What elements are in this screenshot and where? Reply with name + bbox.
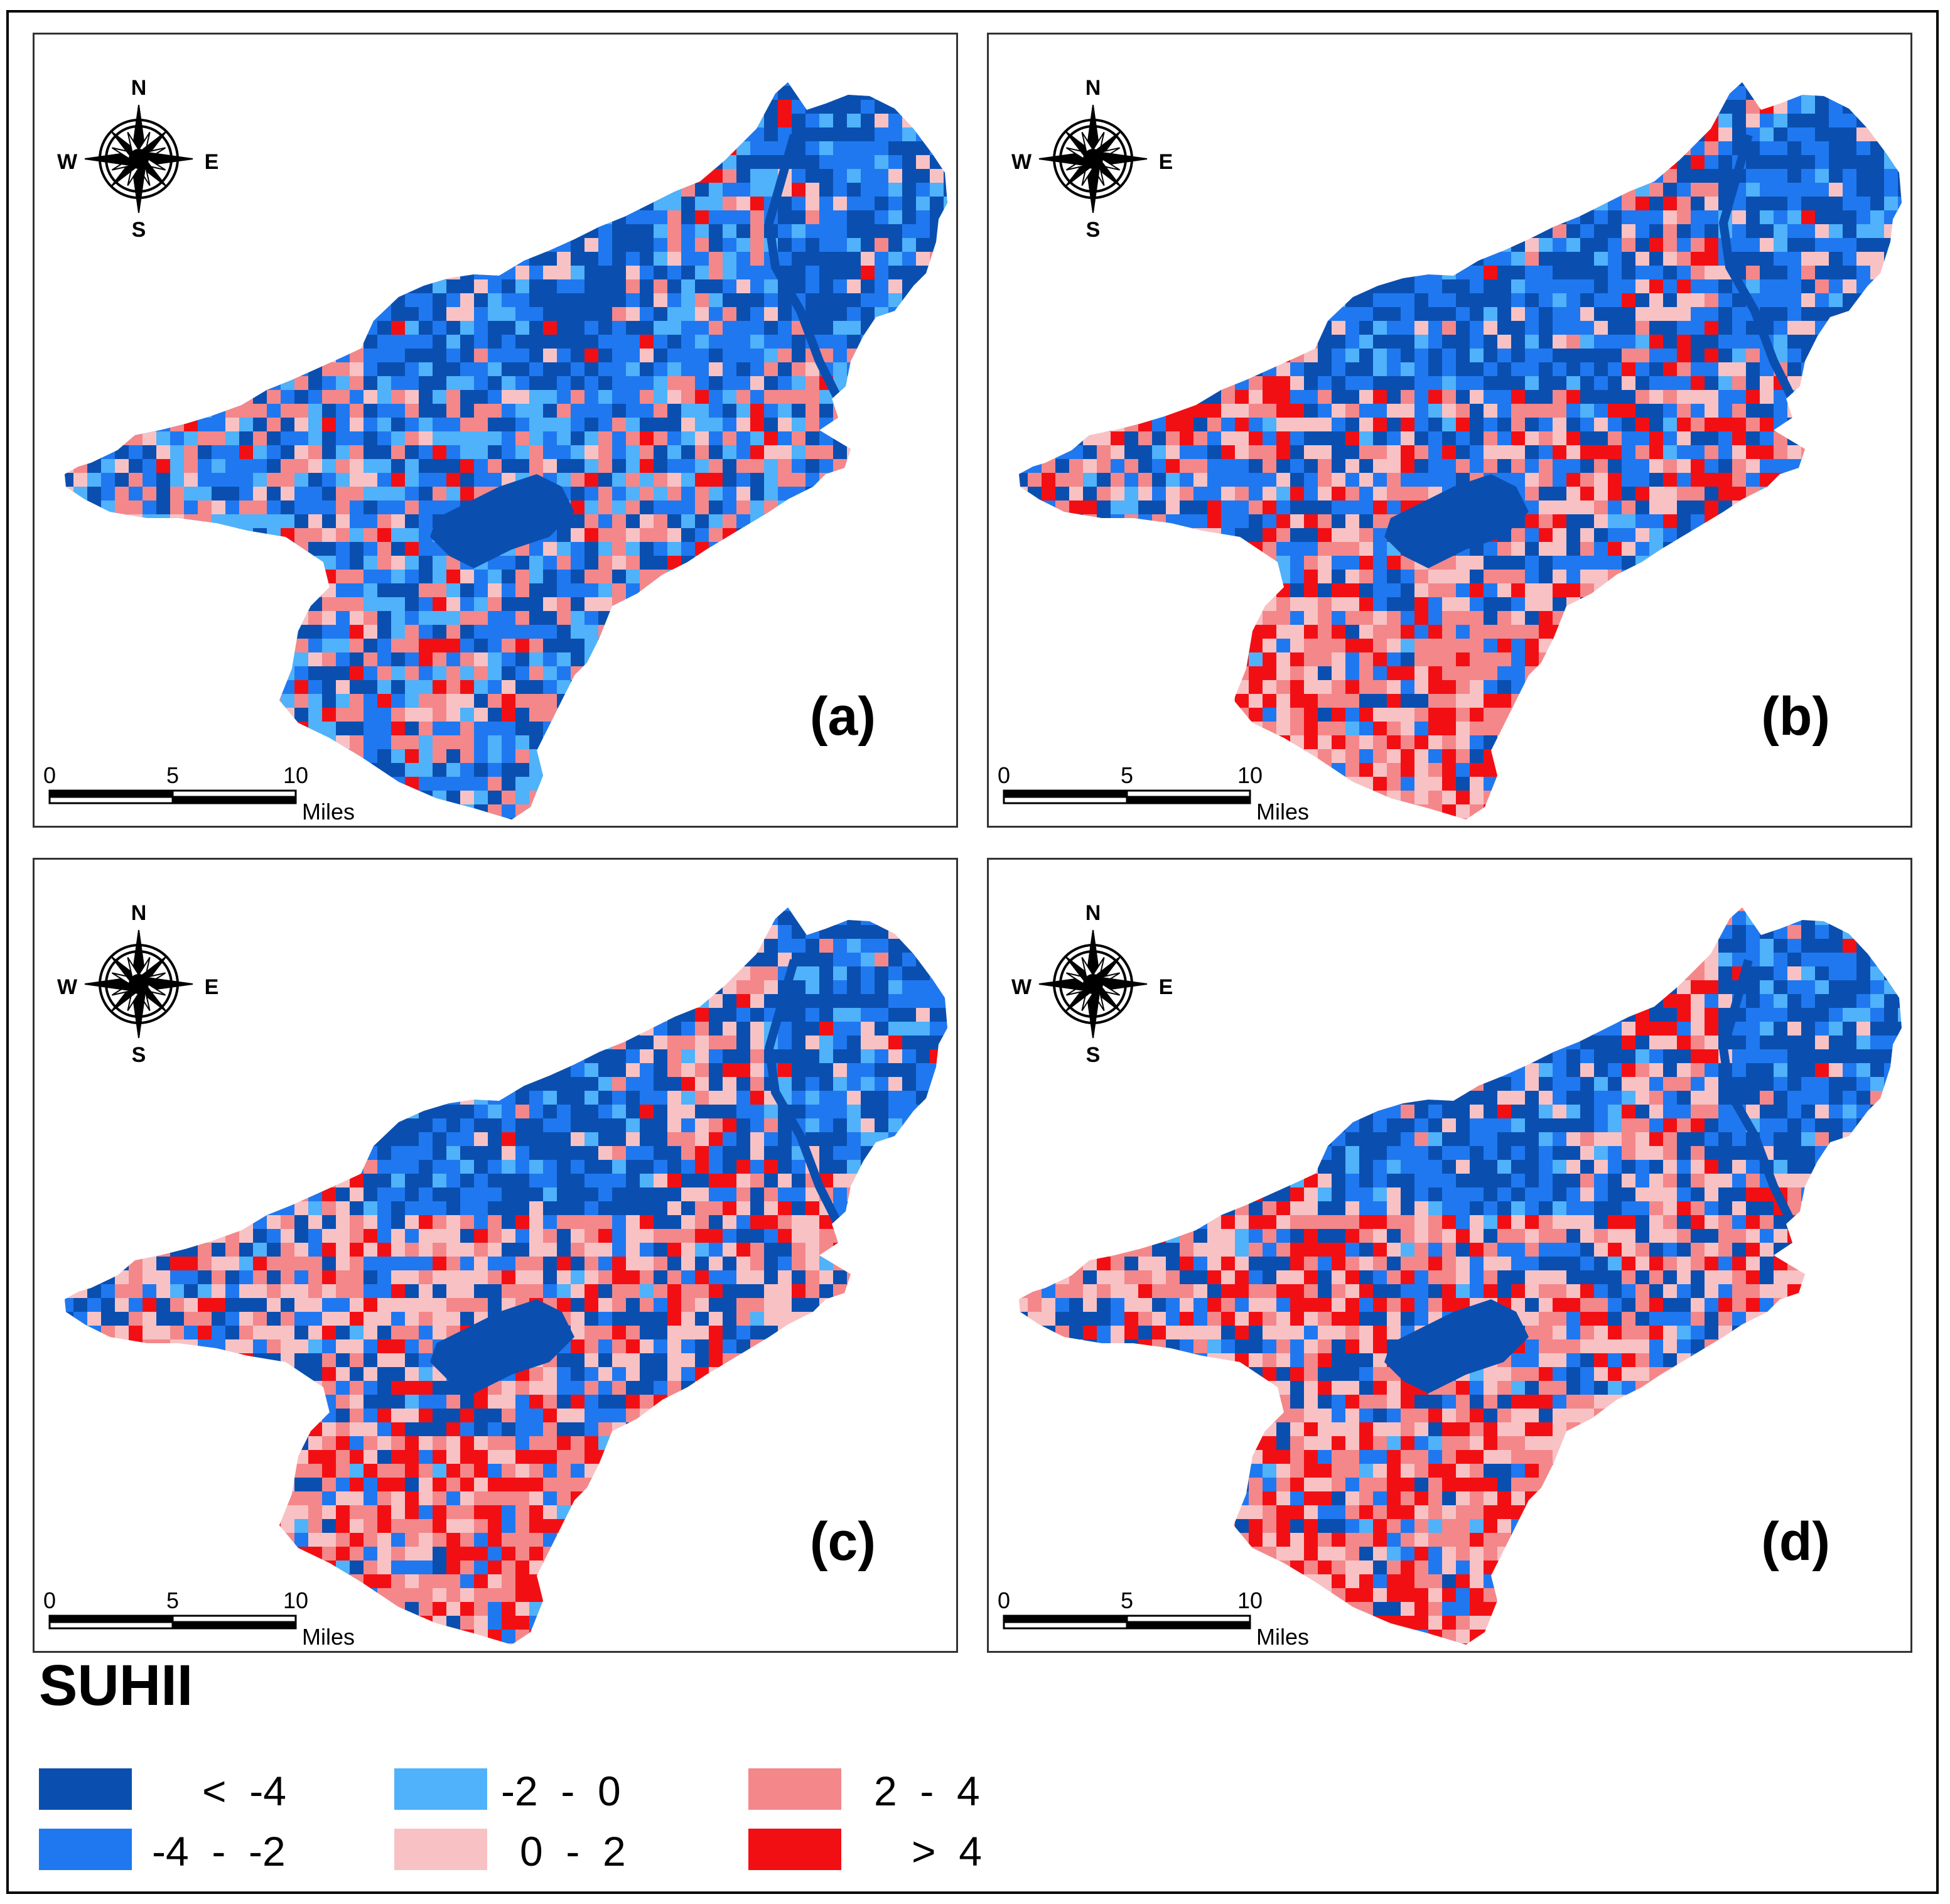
legend-swatch <box>39 1768 132 1810</box>
scale-unit-label: Miles <box>1256 1624 1309 1650</box>
north-arrow-icon <box>1038 104 1148 214</box>
compass-n-label: N <box>131 76 147 100</box>
legend-item: < -4 <box>39 1768 378 1814</box>
scale-bar <box>48 1615 297 1630</box>
scale-tick-label: 10 <box>283 1588 308 1613</box>
legend-swatch <box>39 1829 132 1870</box>
compass-e-label: E <box>1159 150 1173 174</box>
lake-area <box>1384 474 1529 568</box>
legend-label: < -4 <box>202 1768 286 1814</box>
compass-n-label: N <box>1085 76 1101 100</box>
compass-s-label: S <box>132 1043 146 1067</box>
legend-swatch <box>394 1829 487 1870</box>
legend-label: 0 - 2 <box>520 1828 626 1874</box>
scale-tick-label: 10 <box>1237 1588 1263 1613</box>
legend-label: -4 - -2 <box>152 1828 286 1874</box>
compass-e-label: E <box>205 975 219 999</box>
legend-item: 2 - 4 <box>748 1768 1087 1814</box>
compass-s-label: S <box>1086 1043 1101 1067</box>
legend-item: > 4 <box>748 1829 1087 1874</box>
scale-bar <box>1003 789 1251 804</box>
scale-unit-label: Miles <box>1256 799 1309 825</box>
suhii-map: N S W E 0 5 10 Miles <box>43 76 947 825</box>
scale-tick-label: 0 <box>998 1588 1010 1613</box>
scale-unit-label: Miles <box>302 799 355 825</box>
scale-tick-label: 5 <box>1121 762 1133 788</box>
suhii-map: N S W E 0 5 10 Miles <box>998 76 1902 825</box>
lake-area <box>1384 1299 1529 1393</box>
panel-label: (c) <box>809 1512 876 1572</box>
north-arrow-icon <box>1038 929 1148 1039</box>
scale-tick-label: 0 <box>43 1588 56 1613</box>
compass-e-label: E <box>205 150 219 174</box>
compass-s-label: S <box>132 218 146 242</box>
lake-area <box>430 474 574 568</box>
legend-item: -4 - -2 <box>39 1829 378 1874</box>
legend-label: -2 - 0 <box>501 1768 621 1814</box>
scale-tick-label: 0 <box>43 762 56 788</box>
compass-w-label: W <box>1011 150 1032 174</box>
compass-n-label: N <box>1085 901 1101 925</box>
map-panel: N S W E 0 5 10 Miles (d) <box>987 858 1912 1653</box>
scale-tick-label: 5 <box>166 1588 179 1613</box>
lake-area <box>430 1299 574 1393</box>
north-arrow-icon <box>84 929 193 1039</box>
figure-frame <box>6 10 1939 1894</box>
scale-tick-label: 5 <box>1121 1588 1133 1613</box>
suhii-map: N S W E 0 5 10 Miles <box>998 901 1902 1650</box>
scale-tick-label: 10 <box>283 762 308 788</box>
map-panel: N S W E 0 5 10 Miles (a) <box>33 33 958 828</box>
legend-item: -2 - 0 <box>394 1768 733 1814</box>
legend-label: > 4 <box>912 1828 982 1874</box>
compass-e-label: E <box>1159 975 1173 999</box>
panel-label: (d) <box>1761 1512 1830 1572</box>
scale-tick-label: 10 <box>1237 762 1263 788</box>
scale-tick-label: 5 <box>166 762 179 788</box>
legend-swatch <box>394 1768 487 1810</box>
compass-w-label: W <box>57 975 78 999</box>
compass-w-label: W <box>57 150 78 174</box>
map-panel: N S W E 0 5 10 Miles (c) <box>33 858 958 1653</box>
panel-label: (b) <box>1761 686 1830 747</box>
panel-label: (a) <box>809 686 876 747</box>
legend-title: SUHII <box>39 1653 193 1717</box>
legend-swatch <box>748 1768 841 1810</box>
scale-bar <box>48 789 297 804</box>
scale-tick-label: 0 <box>998 762 1010 788</box>
map-panel: N S W E 0 5 10 Miles (b) <box>987 33 1912 828</box>
scale-bar <box>1003 1615 1251 1630</box>
compass-n-label: N <box>131 901 147 925</box>
legend-label: 2 - 4 <box>874 1768 980 1814</box>
suhii-map: N S W E 0 5 10 Miles <box>43 901 947 1650</box>
scale-unit-label: Miles <box>302 1624 355 1650</box>
north-arrow-icon <box>84 104 193 214</box>
compass-w-label: W <box>1011 975 1032 999</box>
compass-s-label: S <box>1086 218 1101 242</box>
legend-item: 0 - 2 <box>394 1829 733 1874</box>
legend-swatch <box>748 1829 841 1870</box>
